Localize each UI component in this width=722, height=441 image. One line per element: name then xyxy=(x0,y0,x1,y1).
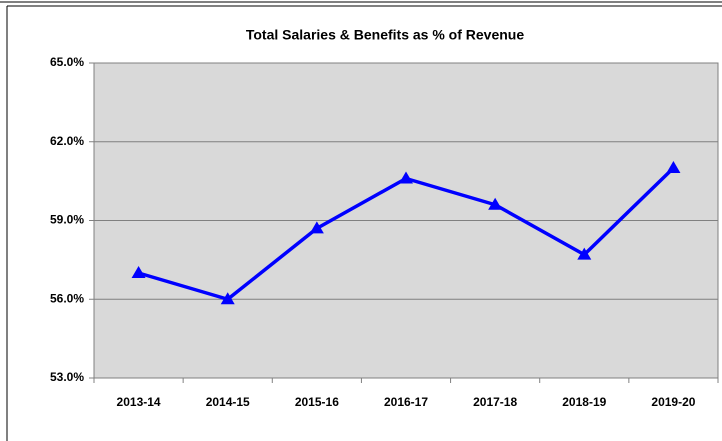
y-tick-label: 56.0% xyxy=(50,291,84,305)
marker xyxy=(666,161,681,173)
marker xyxy=(309,221,324,234)
x-tick-label: 2019-20 xyxy=(651,395,695,409)
marker xyxy=(399,171,413,184)
y-tick-label: 62.0% xyxy=(50,134,84,148)
x-tick-label: 2016-17 xyxy=(384,395,428,409)
y-tick-label: 65.0% xyxy=(50,55,84,69)
chart-title: Total Salaries & Benefits as % of Revenu… xyxy=(246,27,524,43)
x-tick-label: 2013-14 xyxy=(117,395,161,409)
x-tick-label: 2017-18 xyxy=(473,395,517,409)
marker xyxy=(220,292,235,305)
marker xyxy=(488,197,503,210)
y-tick-label: 59.0% xyxy=(50,213,84,227)
marker xyxy=(131,266,146,278)
x-tick-label: 2014-15 xyxy=(206,395,250,409)
marker xyxy=(577,247,592,260)
x-tick-label: 2018-19 xyxy=(562,395,606,409)
y-tick-label: 53.0% xyxy=(50,370,84,384)
x-tick-label: 2015-16 xyxy=(295,395,339,409)
